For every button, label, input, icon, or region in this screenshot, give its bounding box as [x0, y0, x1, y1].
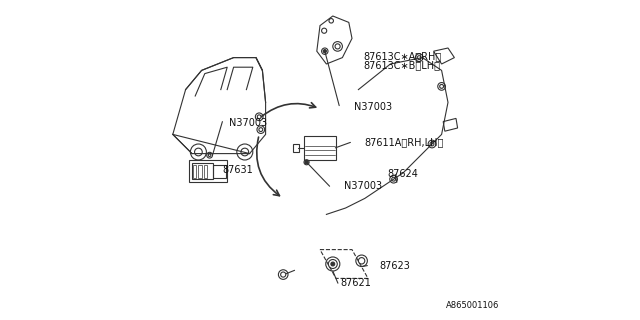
Text: 87631: 87631 — [223, 164, 253, 175]
Text: A865001106: A865001106 — [447, 301, 500, 310]
Circle shape — [323, 50, 326, 53]
Text: N37003: N37003 — [344, 181, 382, 191]
Text: 87621: 87621 — [340, 278, 372, 288]
Text: N37003: N37003 — [354, 102, 392, 112]
Text: 87623: 87623 — [380, 260, 410, 271]
Text: 87624: 87624 — [387, 169, 418, 180]
Text: 87613C∗A〈RH〉: 87613C∗A〈RH〉 — [364, 51, 442, 61]
Text: N37003: N37003 — [229, 118, 267, 128]
Text: 87611A〈RH,LH〉: 87611A〈RH,LH〉 — [365, 137, 444, 148]
Circle shape — [331, 262, 335, 266]
Text: 87613C∗B〈LH〉: 87613C∗B〈LH〉 — [364, 60, 440, 71]
Circle shape — [305, 161, 308, 164]
